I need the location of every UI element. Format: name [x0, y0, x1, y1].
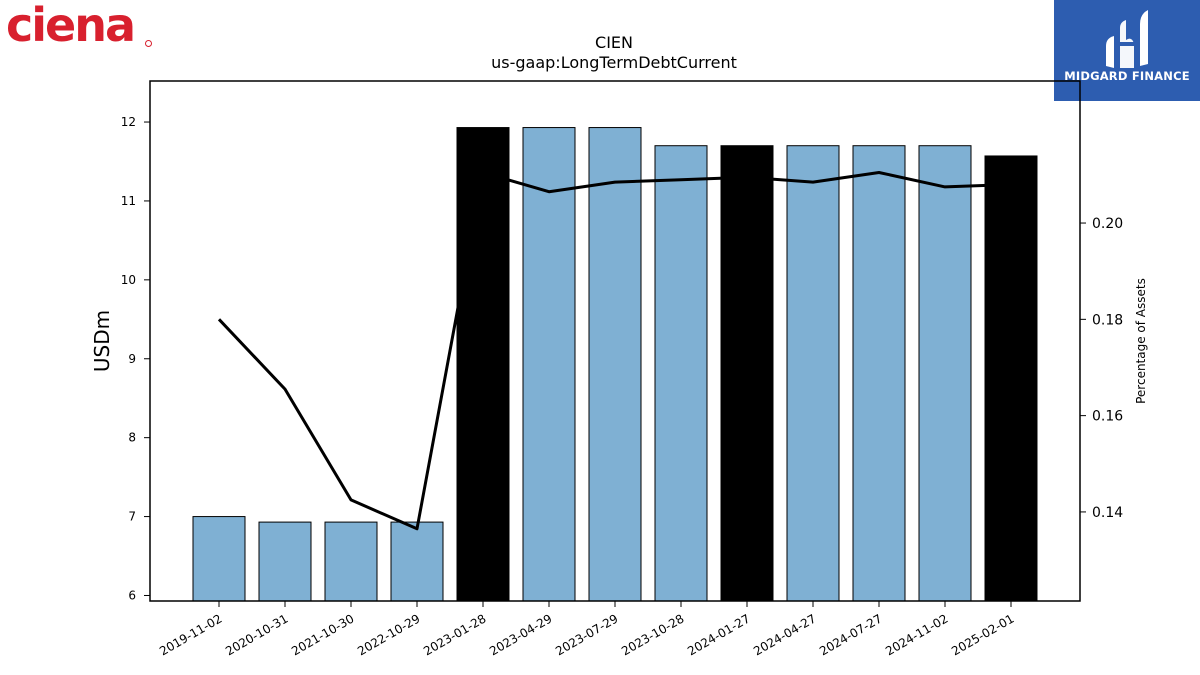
x-tick-label: 2024-11-02 — [883, 611, 950, 658]
y-tick-label: 6 — [128, 588, 136, 602]
bars-group — [192, 127, 1038, 602]
midgard-emblem-icon — [1106, 10, 1148, 68]
bar-2024-04-27 — [786, 145, 840, 602]
x-tick-label: 2023-07-29 — [553, 611, 620, 658]
bar-2023-07-29 — [588, 127, 642, 602]
percentage-of-assets-line — [217, 170, 1012, 531]
y-axis-left: 6 7 8 9 10 11 12 — [121, 115, 150, 602]
x-tick-label: 2024-04-27 — [751, 611, 818, 658]
y-axis-right: 0.14 0.16 0.18 0.20 — [1080, 216, 1123, 521]
bar-2019-11-02 — [192, 516, 246, 602]
bar-2023-04-29 — [522, 127, 576, 602]
bar-2024-01-27 — [720, 145, 774, 602]
y-axis-label: USDm — [90, 310, 114, 372]
x-tick-label: 2019-11-02 — [157, 611, 224, 658]
chart-title: CIEN — [595, 33, 633, 52]
y-tick-label: 11 — [121, 194, 136, 208]
registered-mark-icon — [145, 40, 152, 47]
bar-2020-10-31 — [258, 521, 312, 602]
bar-2023-10-28 — [654, 145, 708, 602]
x-axis: 2019-11-022020-10-312021-10-302022-10-29… — [157, 601, 1017, 658]
bar-2024-07-27 — [852, 145, 906, 602]
bar-2022-10-29 — [390, 521, 444, 602]
y2-tick-label: 0.20 — [1092, 216, 1123, 232]
x-tick-label: 2023-01-28 — [421, 611, 488, 658]
x-tick-label: 2020-10-31 — [223, 611, 290, 658]
ciena-logo: ciena — [4, 0, 154, 54]
x-tick-label: 2022-10-29 — [355, 611, 422, 658]
x-tick-label: 2024-07-27 — [817, 611, 884, 658]
x-tick-label: 2024-01-27 — [685, 611, 752, 658]
midgard-finance-logo: MIDGARD FINANCE — [1054, 0, 1200, 101]
y-tick-label: 10 — [121, 273, 136, 287]
y2-tick-label: 0.18 — [1092, 312, 1123, 328]
chart-subtitle: us-gaap:LongTermDebtCurrent — [491, 53, 737, 72]
y2-axis-label: Percentage of Assets — [1134, 278, 1148, 404]
line-group — [217, 170, 1012, 531]
y-tick-label: 12 — [121, 115, 136, 129]
x-tick-label: 2025-02-01 — [949, 611, 1016, 658]
y-tick-label: 8 — [128, 431, 136, 445]
bar-2021-10-30 — [324, 521, 378, 602]
bar-2024-11-02 — [918, 145, 972, 602]
y2-tick-label: 0.16 — [1092, 409, 1123, 425]
x-tick-label: 2023-10-28 — [619, 611, 686, 658]
x-tick-label: 2023-04-29 — [487, 611, 554, 658]
y2-tick-label: 0.14 — [1092, 505, 1123, 521]
y-tick-label: 7 — [128, 510, 136, 524]
bar-2023-01-28 — [456, 127, 510, 602]
midgard-logo-text: MIDGARD FINANCE — [1064, 69, 1190, 83]
y-tick-label: 9 — [128, 352, 136, 366]
x-tick-label: 2021-10-30 — [289, 611, 356, 658]
ciena-logo-text: ciena — [6, 0, 136, 52]
bar-2025-02-01 — [984, 155, 1038, 602]
